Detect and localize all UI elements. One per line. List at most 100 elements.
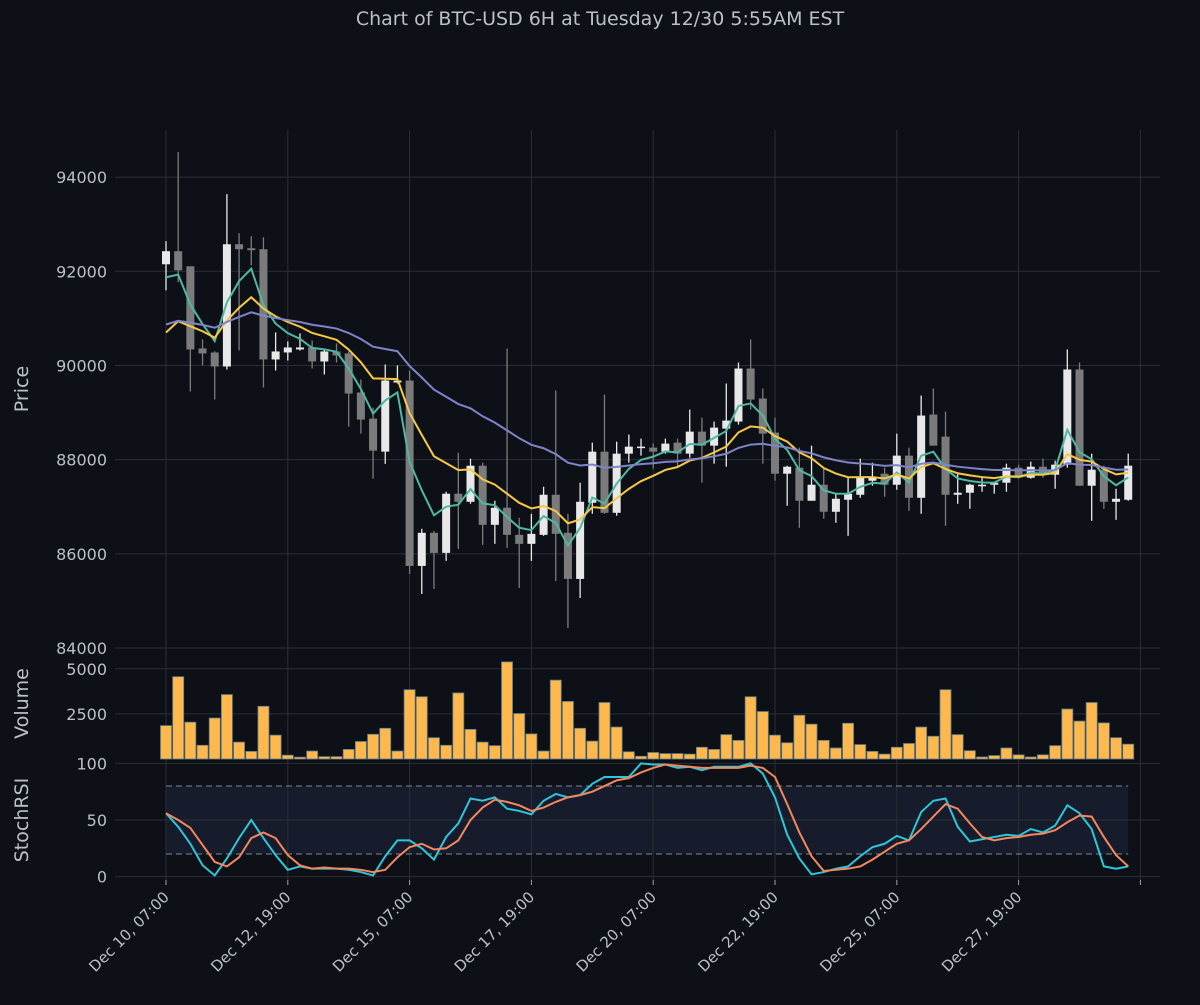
volume-bar: [951, 734, 964, 760]
volume-bar: [1110, 737, 1122, 760]
volume-bar: [744, 696, 757, 760]
stochrsi-tick-label: 0: [97, 868, 107, 887]
candle-body: [965, 484, 974, 493]
candle: [466, 458, 475, 504]
candle: [563, 513, 572, 629]
volume-bar: [683, 753, 696, 760]
candle-body: [892, 455, 901, 485]
volume-bar: [269, 734, 282, 760]
volume-bar: [379, 727, 392, 760]
volume-bar: [1000, 747, 1013, 760]
volume-bar: [988, 755, 1001, 760]
candle-body: [953, 492, 962, 495]
candle: [235, 233, 244, 351]
volume-bar: [878, 753, 891, 760]
volume-bar: [1061, 708, 1074, 760]
candle-body: [381, 380, 390, 452]
candle-body: [844, 493, 853, 500]
candle: [369, 407, 378, 479]
candle-body: [356, 392, 365, 420]
volume-bar: [160, 725, 172, 760]
candle-body: [454, 493, 463, 502]
candle-body: [734, 368, 743, 422]
candle-body: [198, 348, 207, 354]
volume-bar: [647, 752, 660, 760]
candle: [807, 445, 816, 501]
volume-bar: [866, 751, 879, 760]
candle-body: [1063, 369, 1072, 465]
candle: [454, 452, 463, 549]
candle-body: [1112, 498, 1121, 502]
volume-bar: [476, 741, 489, 760]
candle: [758, 388, 767, 464]
candle: [381, 364, 390, 464]
candle: [588, 442, 597, 514]
candle-body: [1124, 465, 1133, 500]
volume-bar: [586, 740, 599, 760]
volume-bar: [927, 735, 940, 760]
volume-bar: [354, 741, 367, 760]
moving-average-line-ma_fast: [165, 266, 1129, 548]
volume-bar: [184, 721, 197, 760]
candle-body: [856, 476, 865, 495]
candle-body: [429, 532, 438, 553]
candle-body: [746, 368, 755, 400]
candle-body: [551, 494, 560, 534]
volume-bar: [659, 753, 672, 760]
candle-body: [369, 418, 378, 451]
candle: [271, 332, 280, 371]
price-tick-label: 84000: [56, 639, 107, 658]
price-axis-title: Price: [11, 366, 33, 412]
volume-bar: [220, 694, 233, 760]
volume-bar: [769, 734, 781, 760]
candle-body: [162, 251, 170, 265]
candle: [819, 468, 828, 519]
volume-bar: [196, 744, 209, 760]
candle-body: [795, 467, 804, 501]
candle: [746, 339, 755, 410]
candle-body: [478, 465, 487, 525]
x-tick-label: Dec 27, 19:00: [938, 888, 1025, 975]
candle-body: [1087, 469, 1096, 486]
candle: [405, 370, 414, 574]
volume-bar: [756, 711, 769, 760]
candle-body: [673, 442, 682, 454]
price-tick-label: 94000: [56, 168, 107, 187]
candle: [637, 438, 646, 456]
candle: [222, 194, 231, 370]
volume-bar: [440, 744, 453, 760]
volume-bar: [501, 661, 513, 760]
volume-bar: [1049, 745, 1062, 760]
volume-bar: [549, 679, 562, 760]
candle-body: [417, 532, 426, 566]
candle: [1051, 460, 1060, 489]
candle: [1099, 465, 1108, 509]
candle: [600, 394, 609, 514]
candle-body: [308, 347, 317, 362]
candle: [892, 433, 901, 490]
candle-body: [624, 446, 633, 454]
candle: [929, 388, 938, 446]
candle-body: [649, 447, 658, 452]
volume-axis-title: Volume: [11, 668, 33, 739]
volume-bar: [830, 747, 842, 760]
volume-bar: [842, 722, 854, 760]
candle-body: [539, 494, 548, 535]
candle-body: [807, 484, 816, 501]
candle-body: [210, 352, 219, 367]
candle-body: [722, 420, 731, 429]
volume-bar: [281, 754, 294, 760]
volume-bar: [513, 713, 526, 760]
price-tick-label: 86000: [56, 545, 107, 564]
volume-bar: [890, 746, 903, 760]
candle: [247, 236, 256, 266]
x-tick-label: Dec 10, 07:00: [85, 888, 172, 975]
candle-body: [929, 414, 938, 446]
volume-bar: [1097, 722, 1110, 760]
candle-body: [771, 432, 779, 474]
candle-body: [271, 351, 280, 360]
volume-bar: [403, 689, 416, 760]
candle: [295, 333, 304, 351]
volume-bar: [963, 750, 976, 760]
candle-body: [576, 501, 585, 579]
